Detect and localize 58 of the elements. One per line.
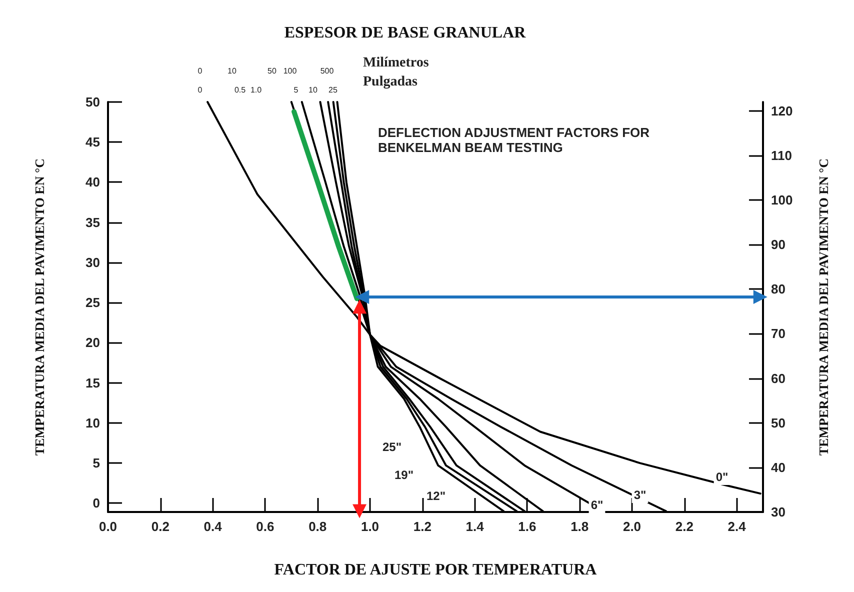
x-tick-label: 0.0 [98, 519, 118, 534]
text: 0.5 [234, 86, 246, 94]
text: 500 [320, 66, 334, 76]
y2-tick-label: 30 [771, 504, 786, 520]
x-tick-label: 2.4 [728, 519, 747, 534]
y-tick-label: 45 [86, 134, 100, 150]
y-axis-title: TEMPERATURA MEDIA DEL PAVIMENTO EN °C [32, 158, 47, 456]
y2-tick-label: 80 [771, 282, 786, 297]
x-tick-label: 0.8 [308, 519, 327, 534]
y2-tick-label: 90 [771, 237, 786, 252]
x-tick-label: 1.8 [570, 519, 589, 534]
text: 50 [268, 66, 277, 76]
x-tick-label: 1.4 [466, 519, 485, 534]
x-tick-label: 0.4 [204, 519, 223, 534]
text: 10 [228, 66, 237, 76]
y-tick-label: 0 [92, 496, 100, 511]
annotation: 3" [634, 488, 646, 502]
y2-tick-label: 110 [771, 148, 792, 163]
annotation: DEFLECTION ADJUSTMENT FACTORS FOR BENKELMAN BEAM TESTING [378, 125, 650, 155]
text: 0 [198, 66, 203, 76]
y-tick-label: 25 [86, 295, 100, 310]
annotation: 6" [590, 498, 604, 512]
y-tick-label: 40 [86, 174, 100, 190]
y-tick-label: 30 [86, 254, 100, 270]
text: 5 [294, 86, 299, 94]
annotation: 19" [394, 468, 414, 482]
y-tick-label: 15 [86, 375, 100, 390]
text: 0 [198, 86, 203, 94]
x-tick-label: 0.6 [256, 519, 274, 534]
x-tick-label: 1.6 [518, 519, 536, 534]
text: 25 [328, 86, 338, 94]
text: Pulgadas [363, 74, 418, 90]
chart-title: ESPESOR DE BASE GRANULAR [284, 24, 526, 42]
x-tick-label: 0.2 [151, 519, 170, 534]
y2-tick-label: 100 [771, 192, 793, 208]
y-tick-label: 20 [86, 335, 100, 350]
y-tick-label: 50 [86, 94, 100, 110]
y-tick-label: 5 [92, 456, 100, 471]
annotation: 0" [716, 470, 728, 484]
text: Milímetros [363, 56, 430, 70]
text: 100 [283, 66, 298, 76]
y2-tick-label: 40 [771, 460, 786, 475]
y-tick-label: 35 [86, 214, 100, 230]
text: 10 [308, 86, 318, 94]
text: 1.0 [250, 86, 262, 94]
x-axis-title: FACTOR DE AJUSTE POR TEMPERATURA [274, 562, 598, 578]
x-tick-label: 1.0 [360, 519, 380, 534]
y2-tick-label: 70 [771, 326, 786, 342]
y2-axis-title: TEMPERATURA MEDIA DEL PAVIMENTO EN °C [816, 158, 831, 456]
annotation: 25" [382, 440, 402, 454]
x-tick-label: 1.2 [413, 519, 432, 534]
y-tick-label: 10 [86, 415, 100, 430]
x-tick-label: 2.0 [622, 519, 642, 534]
y2-tick-label: 120 [771, 103, 793, 118]
y2-tick-label: 50 [771, 415, 786, 430]
x-tick-label: 2.2 [675, 519, 694, 534]
y2-tick-label: 60 [771, 370, 786, 386]
annotation: 12" [426, 489, 446, 503]
